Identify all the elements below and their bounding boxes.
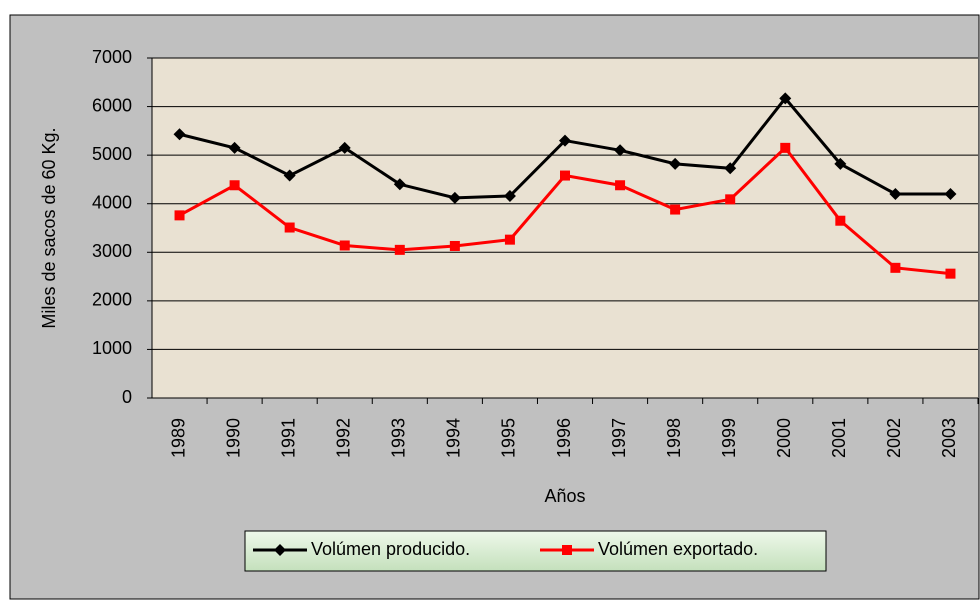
point [229, 180, 240, 191]
point [559, 134, 571, 147]
x-tick-label: 1994 [444, 418, 464, 458]
x-tick-label: 2001 [829, 418, 849, 458]
y-tick-label: 7000 [92, 47, 132, 67]
x-tick-label: 1993 [389, 418, 409, 458]
x-tick-label: 1991 [278, 418, 298, 458]
x-tick-label: 1997 [609, 418, 629, 458]
point [780, 142, 791, 153]
x-tick-label: 1989 [168, 418, 188, 458]
y-tick-label: 4000 [92, 192, 132, 212]
point [725, 194, 736, 205]
x-tick-label: 1998 [664, 418, 684, 458]
point [339, 240, 350, 251]
point [284, 222, 295, 233]
point [724, 162, 737, 175]
y-tick-label: 5000 [92, 144, 132, 164]
x-tick-label: 2003 [939, 418, 959, 458]
point [504, 234, 515, 245]
point [448, 191, 461, 204]
legend [244, 530, 827, 572]
legend-marker [562, 545, 572, 555]
point [890, 262, 901, 273]
x-tick-label: 1996 [554, 418, 574, 458]
point [173, 128, 186, 141]
point [228, 141, 241, 154]
x-axis-label: Años [544, 486, 585, 506]
x-tick-label: 1999 [719, 418, 739, 458]
y-axis-label: Miles de sacos de 60 Kg. [39, 127, 59, 328]
y-tick-label: 6000 [92, 95, 132, 115]
legend-marker [274, 544, 286, 556]
point [449, 240, 460, 251]
point [670, 204, 681, 215]
point [614, 144, 627, 157]
point [889, 188, 902, 200]
point [560, 170, 570, 181]
point [835, 215, 846, 226]
point [834, 157, 847, 170]
y-tick-label: 0 [122, 387, 132, 407]
x-tick-label: 1990 [223, 418, 243, 458]
point [174, 210, 185, 221]
point [615, 180, 626, 191]
point [503, 189, 516, 202]
legend-label: Volúmen exportado. [598, 539, 758, 559]
point [669, 157, 682, 170]
x-tick-label: 1992 [333, 418, 353, 458]
point [283, 169, 296, 182]
y-tick-label: 1000 [92, 338, 132, 358]
point [945, 268, 956, 279]
point [393, 178, 406, 191]
y-tick-label: 2000 [92, 290, 132, 310]
point [944, 188, 957, 200]
point [779, 92, 792, 105]
legend-label: Volúmen producido. [311, 539, 470, 559]
point [338, 141, 351, 154]
point [394, 244, 405, 255]
x-tick-label: 1995 [499, 418, 519, 458]
x-tick-label: 2000 [774, 418, 794, 458]
x-tick-label: 2002 [884, 418, 904, 458]
y-tick-label: 3000 [92, 241, 132, 261]
plot-area [152, 58, 978, 398]
